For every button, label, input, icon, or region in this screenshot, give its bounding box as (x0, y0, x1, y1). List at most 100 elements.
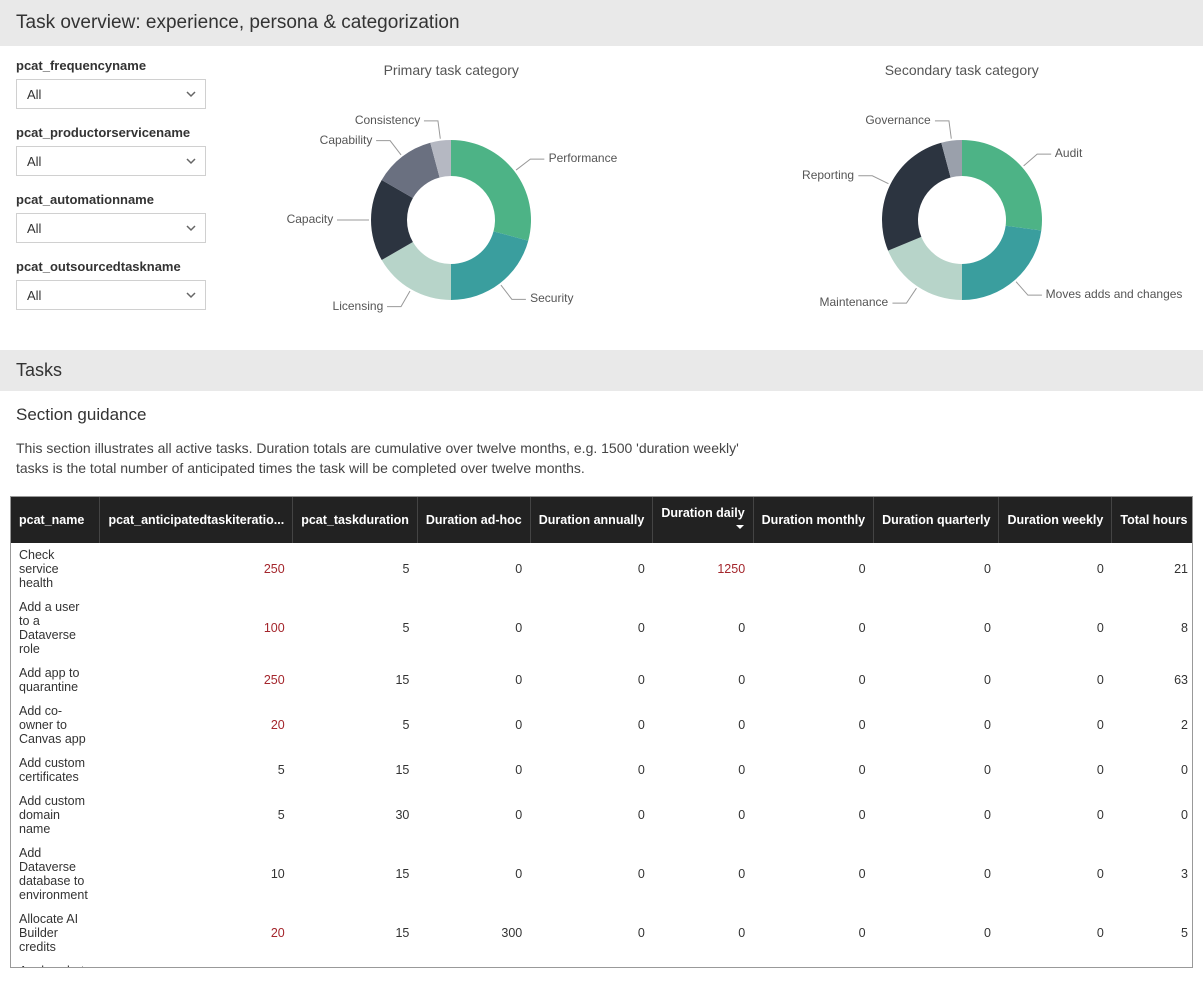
cell-daily: 0 (653, 789, 753, 841)
slice-security[interactable] (451, 231, 528, 300)
cell-week: 0 (999, 841, 1112, 907)
cell-dur: 5 (293, 595, 418, 661)
filter-label: pcat_outsourcedtaskname (16, 259, 206, 274)
cell-quart: 0 (874, 789, 999, 841)
cell-total: 2 (1112, 699, 1192, 751)
slice-label: Capability (320, 133, 373, 147)
cell-daily: 0 (653, 907, 753, 959)
filter-value: All (27, 221, 41, 236)
filter-select-pcat_outsourcedtaskname[interactable]: All (16, 280, 206, 310)
cell-iter: 250 (100, 661, 293, 699)
cell-quart: 0 (874, 907, 999, 959)
slice-maintenance[interactable] (888, 237, 962, 300)
page-title: Task overview: experience, persona & cat… (0, 0, 1203, 46)
col-header-total[interactable]: Total hours (1112, 497, 1192, 543)
cell-total: 4 (1112, 959, 1192, 967)
table-row[interactable]: Check service health250500125000021 (11, 543, 1192, 595)
cell-month: 240 (753, 959, 873, 967)
slice-audit[interactable] (962, 140, 1042, 230)
cell-daily: 0 (653, 959, 753, 967)
cell-month: 0 (753, 789, 873, 841)
cell-adhoc: 0 (417, 543, 530, 595)
table-body: Check service health250500125000021Add a… (11, 543, 1192, 967)
overview-panel: pcat_frequencynameAllpcat_productorservi… (0, 46, 1203, 350)
cell-week: 0 (999, 907, 1112, 959)
cell-name: Add custom certificates (11, 751, 100, 789)
cell-daily: 0 (653, 595, 753, 661)
filter-value: All (27, 154, 41, 169)
cell-adhoc: 0 (417, 841, 530, 907)
cell-name: Add a user to a Dataverse role (11, 595, 100, 661)
cell-ann: 0 (530, 661, 653, 699)
cell-dur: 5 (293, 699, 418, 751)
cell-dur: 20 (293, 959, 418, 967)
cell-week: 0 (999, 543, 1112, 595)
chevron-down-icon (185, 88, 197, 100)
primary-donut: PerformanceSecurityLicensingCapacityCapa… (291, 90, 611, 330)
cell-adhoc: 0 (417, 959, 530, 967)
slice-moves-adds-and-changes[interactable] (962, 226, 1041, 300)
section-guidance-text: This section illustrates all active task… (0, 431, 760, 496)
table-row[interactable]: Add custom certificates5150000000 (11, 751, 1192, 789)
col-header-name[interactable]: pcat_name (11, 497, 100, 543)
cell-iter: 250 (100, 543, 293, 595)
col-header-iter[interactable]: pcat_anticipatedtaskiteratio... (100, 497, 293, 543)
col-header-quart[interactable]: Duration quarterly (874, 497, 999, 543)
cell-ann: 0 (530, 841, 653, 907)
cell-week: 0 (999, 751, 1112, 789)
slice-label: Reporting (802, 168, 854, 182)
slice-label: Moves adds and changes (1046, 287, 1183, 301)
cell-dur: 15 (293, 661, 418, 699)
table-row[interactable]: Add app to quarantine2501500000063 (11, 661, 1192, 699)
cell-quart: 0 (874, 661, 999, 699)
cell-month: 0 (753, 841, 873, 907)
slice-reporting[interactable] (882, 143, 951, 251)
cell-name: Add Dataverse database to environment (11, 841, 100, 907)
cell-dur: 15 (293, 841, 418, 907)
cell-adhoc: 0 (417, 789, 530, 841)
chevron-down-icon (185, 155, 197, 167)
filter-label: pcat_automationname (16, 192, 206, 207)
filter-pcat_outsourcedtaskname: pcat_outsourcedtaskname All (16, 259, 206, 310)
cell-name: Add app to quarantine (11, 661, 100, 699)
slice-label: Capacity (287, 212, 334, 226)
col-header-week[interactable]: Duration weekly (999, 497, 1112, 543)
cell-total: 5 (1112, 907, 1192, 959)
cell-total: 3 (1112, 841, 1192, 907)
cell-adhoc: 0 (417, 699, 530, 751)
cell-quart: 0 (874, 841, 999, 907)
secondary-donut: AuditMoves adds and changesMaintenanceRe… (802, 90, 1122, 330)
col-header-daily[interactable]: Duration daily (653, 497, 753, 543)
col-header-dur[interactable]: pcat_taskduration (293, 497, 418, 543)
col-header-adhoc[interactable]: Duration ad-hoc (417, 497, 530, 543)
cell-week: 0 (999, 699, 1112, 751)
slice-label: Performance (549, 151, 618, 165)
slice-performance[interactable] (451, 140, 531, 241)
cell-iter: 12 (100, 959, 293, 967)
cell-dur: 15 (293, 751, 418, 789)
filter-select-pcat_productorservicename[interactable]: All (16, 146, 206, 176)
table-row[interactable]: Allocate AI Builder credits2015300000005 (11, 907, 1192, 959)
col-header-month[interactable]: Duration monthly (753, 497, 873, 543)
cell-quart: 0 (874, 699, 999, 751)
cell-adhoc: 0 (417, 661, 530, 699)
cell-quart: 0 (874, 751, 999, 789)
cell-dur: 5 (293, 543, 418, 595)
cell-daily: 0 (653, 661, 753, 699)
filter-pcat_automationname: pcat_automationname All (16, 192, 206, 243)
cell-month: 0 (753, 907, 873, 959)
filter-select-pcat_automationname[interactable]: All (16, 213, 206, 243)
table-row[interactable]: Add custom domain name5300000000 (11, 789, 1192, 841)
cell-daily: 0 (653, 699, 753, 751)
filter-value: All (27, 87, 41, 102)
table-row[interactable]: Add co-owner to Canvas app2050000002 (11, 699, 1192, 751)
table-row[interactable]: Add a user to a Dataverse role1005000000… (11, 595, 1192, 661)
filter-select-pcat_frequencyname[interactable]: All (16, 79, 206, 109)
slice-label: Consistency (355, 113, 420, 127)
cell-week: 0 (999, 959, 1112, 967)
secondary-chart-block: Secondary task category AuditMoves adds … (737, 62, 1188, 330)
table-row[interactable]: Analyse bot sessions1220000240004 (11, 959, 1192, 967)
table-row[interactable]: Add Dataverse database to environment101… (11, 841, 1192, 907)
col-header-ann[interactable]: Duration annually (530, 497, 653, 543)
cell-name: Check service health (11, 543, 100, 595)
